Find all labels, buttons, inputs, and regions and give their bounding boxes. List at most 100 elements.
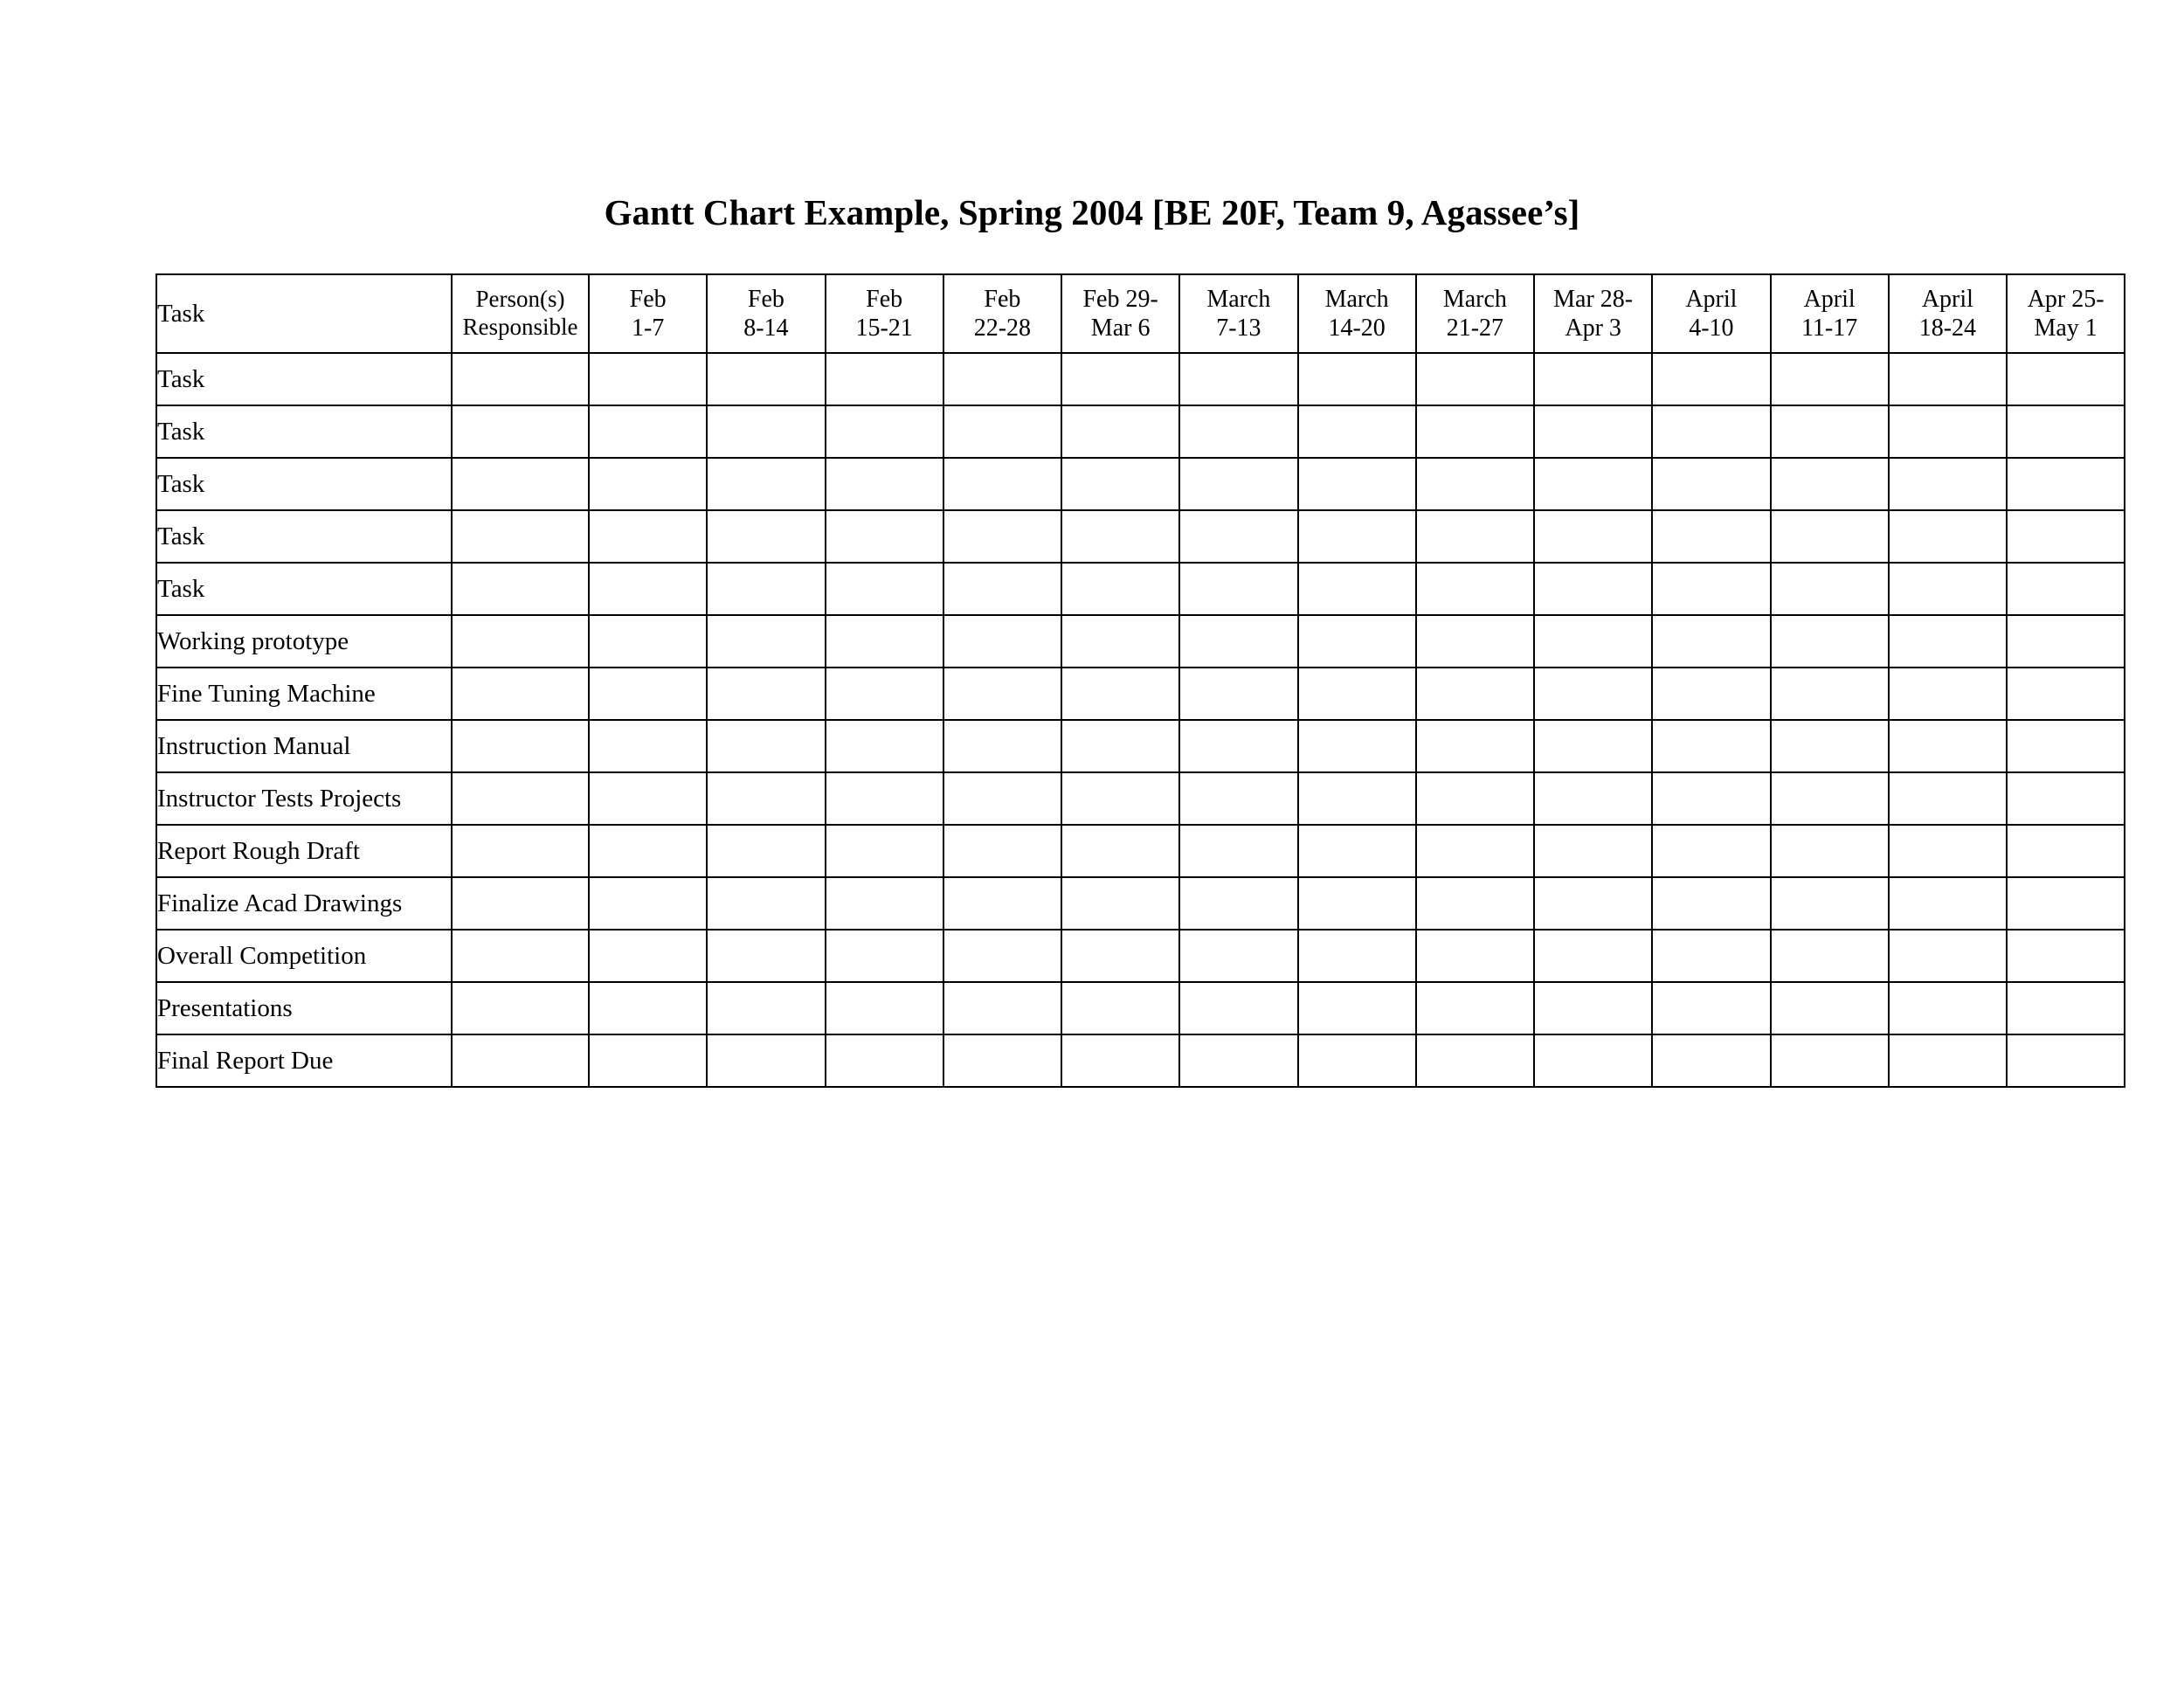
gantt-empty-cell[interactable]	[1651, 614, 1772, 668]
gantt-empty-cell[interactable]	[587, 509, 708, 564]
gantt-empty-cell[interactable]	[1296, 719, 1417, 773]
gantt-empty-cell[interactable]	[587, 667, 708, 721]
gantt-empty-cell[interactable]	[706, 352, 826, 406]
gantt-empty-cell[interactable]	[1296, 1034, 1417, 1088]
gantt-empty-cell[interactable]	[706, 562, 826, 616]
gantt-empty-cell[interactable]	[587, 1034, 708, 1088]
gantt-empty-cell[interactable]	[824, 771, 944, 826]
gantt-empty-cell[interactable]	[942, 876, 1063, 930]
gantt-empty-cell[interactable]	[1769, 352, 1890, 406]
gantt-empty-cell[interactable]	[2005, 771, 2126, 826]
person-responsible-cell[interactable]	[451, 771, 590, 826]
gantt-empty-cell[interactable]	[587, 771, 708, 826]
gantt-empty-cell[interactable]	[1414, 1034, 1536, 1088]
gantt-empty-cell[interactable]	[1060, 667, 1181, 721]
gantt-empty-cell[interactable]	[2005, 562, 2126, 616]
gantt-empty-cell[interactable]	[1178, 876, 1299, 930]
gantt-empty-cell[interactable]	[1414, 562, 1536, 616]
gantt-empty-cell[interactable]	[1060, 824, 1181, 878]
gantt-empty-cell[interactable]	[1296, 667, 1417, 721]
gantt-empty-cell[interactable]	[1414, 719, 1536, 773]
person-responsible-cell[interactable]	[451, 614, 590, 668]
gantt-bar-cell[interactable]	[2005, 1034, 2126, 1088]
gantt-empty-cell[interactable]	[1414, 352, 1536, 406]
gantt-empty-cell[interactable]	[2005, 824, 2126, 878]
gantt-empty-cell[interactable]	[1296, 981, 1417, 1035]
gantt-empty-cell[interactable]	[1651, 981, 1772, 1035]
gantt-empty-cell[interactable]	[1651, 509, 1772, 564]
gantt-empty-cell[interactable]	[2005, 614, 2126, 668]
gantt-empty-cell[interactable]	[587, 405, 708, 459]
gantt-empty-cell[interactable]	[1532, 457, 1654, 511]
gantt-empty-cell[interactable]	[942, 771, 1063, 826]
gantt-empty-cell[interactable]	[1887, 405, 2008, 459]
gantt-empty-cell[interactable]	[1296, 771, 1417, 826]
gantt-empty-cell[interactable]	[1178, 352, 1299, 406]
gantt-empty-cell[interactable]	[1532, 667, 1654, 721]
gantt-empty-cell[interactable]	[1651, 352, 1772, 406]
gantt-empty-cell[interactable]	[1532, 405, 1654, 459]
gantt-empty-cell[interactable]	[1532, 981, 1654, 1035]
gantt-empty-cell[interactable]	[1296, 614, 1417, 668]
gantt-empty-cell[interactable]	[1887, 771, 2008, 826]
person-responsible-cell[interactable]	[451, 509, 590, 564]
gantt-bar-cell[interactable]	[1769, 824, 1890, 878]
gantt-empty-cell[interactable]	[2005, 405, 2126, 459]
gantt-empty-cell[interactable]	[1651, 405, 1772, 459]
gantt-empty-cell[interactable]	[1060, 457, 1181, 511]
gantt-empty-cell[interactable]	[1651, 667, 1772, 721]
gantt-empty-cell[interactable]	[1651, 457, 1772, 511]
gantt-empty-cell[interactable]	[1769, 614, 1890, 668]
gantt-empty-cell[interactable]	[1296, 929, 1417, 983]
gantt-empty-cell[interactable]	[942, 405, 1063, 459]
gantt-empty-cell[interactable]	[824, 352, 944, 406]
gantt-bar-cell[interactable]	[1532, 876, 1654, 930]
gantt-empty-cell[interactable]	[1296, 352, 1417, 406]
gantt-empty-cell[interactable]	[706, 929, 826, 983]
gantt-empty-cell[interactable]	[1414, 509, 1536, 564]
gantt-empty-cell[interactable]	[587, 981, 708, 1035]
gantt-empty-cell[interactable]	[1532, 771, 1654, 826]
gantt-empty-cell[interactable]	[2005, 719, 2126, 773]
gantt-empty-cell[interactable]	[1414, 614, 1536, 668]
gantt-empty-cell[interactable]	[1769, 457, 1890, 511]
gantt-empty-cell[interactable]	[1178, 771, 1299, 826]
gantt-empty-cell[interactable]	[942, 509, 1063, 564]
gantt-empty-cell[interactable]	[1532, 929, 1654, 983]
gantt-empty-cell[interactable]	[706, 667, 826, 721]
gantt-empty-cell[interactable]	[1887, 1034, 2008, 1088]
gantt-empty-cell[interactable]	[1060, 405, 1181, 459]
gantt-empty-cell[interactable]	[1178, 824, 1299, 878]
gantt-bar-cell[interactable]	[1769, 771, 1890, 826]
gantt-empty-cell[interactable]	[1532, 614, 1654, 668]
gantt-empty-cell[interactable]	[2005, 876, 2126, 930]
gantt-empty-cell[interactable]	[824, 405, 944, 459]
gantt-empty-cell[interactable]	[587, 929, 708, 983]
gantt-empty-cell[interactable]	[942, 562, 1063, 616]
gantt-empty-cell[interactable]	[1178, 981, 1299, 1035]
gantt-bar-cell[interactable]	[1651, 824, 1772, 878]
gantt-empty-cell[interactable]	[1296, 876, 1417, 930]
gantt-empty-cell[interactable]	[1769, 929, 1890, 983]
gantt-empty-cell[interactable]	[1178, 719, 1299, 773]
gantt-bar-cell[interactable]	[1887, 929, 2008, 983]
gantt-empty-cell[interactable]	[587, 457, 708, 511]
gantt-empty-cell[interactable]	[1178, 562, 1299, 616]
person-responsible-cell[interactable]	[451, 352, 590, 406]
gantt-empty-cell[interactable]	[706, 614, 826, 668]
gantt-empty-cell[interactable]	[706, 771, 826, 826]
person-responsible-cell[interactable]	[451, 457, 590, 511]
person-responsible-cell[interactable]	[451, 719, 590, 773]
gantt-empty-cell[interactable]	[1769, 981, 1890, 1035]
gantt-empty-cell[interactable]	[587, 824, 708, 878]
gantt-empty-cell[interactable]	[587, 614, 708, 668]
gantt-empty-cell[interactable]	[1414, 667, 1536, 721]
gantt-empty-cell[interactable]	[1887, 562, 2008, 616]
gantt-empty-cell[interactable]	[1532, 562, 1654, 616]
gantt-bar-cell[interactable]	[1651, 876, 1772, 930]
gantt-empty-cell[interactable]	[1532, 352, 1654, 406]
gantt-empty-cell[interactable]	[824, 509, 944, 564]
person-responsible-cell[interactable]	[451, 562, 590, 616]
person-responsible-cell[interactable]	[451, 981, 590, 1035]
gantt-empty-cell[interactable]	[587, 352, 708, 406]
